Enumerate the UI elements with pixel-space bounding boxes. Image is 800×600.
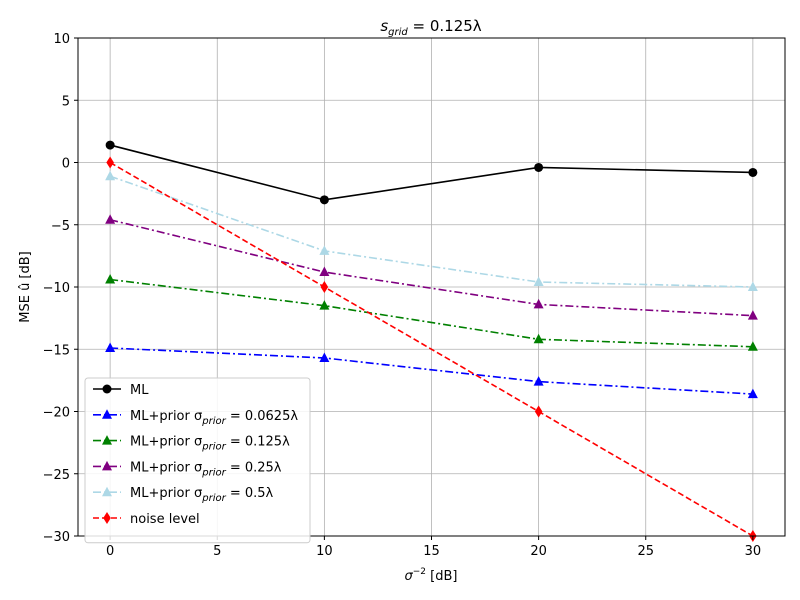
y-tick-label: 0 bbox=[62, 157, 70, 172]
series-line bbox=[109, 144, 753, 201]
data-point bbox=[747, 281, 758, 291]
x-tick-label: 25 bbox=[637, 544, 654, 559]
y-tick-label: −10 bbox=[43, 281, 70, 296]
ticks: 0 5 10 15 20 25 30 −30 −25 −20 −15 −10 −5 0 5 10 bbox=[43, 32, 762, 559]
y-tick-label: −30 bbox=[43, 530, 70, 545]
chart-title: sgrid = 0.125λ bbox=[380, 17, 481, 38]
legend-box bbox=[84, 377, 311, 544]
data-point bbox=[319, 300, 330, 310]
data-point bbox=[105, 170, 116, 181]
legend-marker bbox=[102, 460, 112, 471]
data-point bbox=[534, 162, 544, 172]
x-tick-label: 15 bbox=[423, 544, 440, 559]
data-point bbox=[105, 342, 116, 353]
legend-marker bbox=[102, 409, 112, 419]
series-4 bbox=[105, 170, 758, 291]
y-tick-label: −20 bbox=[43, 406, 70, 421]
legend-item: ML+prior σprior = 0.125λ bbox=[93, 435, 290, 453]
legend-item: ML+prior σprior = 0.25λ bbox=[93, 460, 282, 478]
data-point bbox=[319, 266, 330, 277]
y-tick-label: 10 bbox=[53, 32, 70, 47]
y-tick-label: −5 bbox=[51, 219, 70, 234]
series-line bbox=[109, 175, 753, 288]
data-point bbox=[533, 276, 544, 287]
x-tick-label: 20 bbox=[530, 544, 547, 559]
data-point bbox=[533, 298, 544, 309]
legend-marker bbox=[102, 384, 112, 394]
legend-marker bbox=[102, 435, 112, 445]
legend-marker bbox=[102, 486, 112, 497]
legend-label: ML+prior σprior = 0.0625λ bbox=[130, 409, 298, 427]
y-tick-label: −15 bbox=[43, 343, 70, 358]
legend-label: ML+prior σprior = 0.5λ bbox=[130, 486, 274, 504]
series-3 bbox=[105, 214, 758, 320]
legend-label: ML+prior σprior = 0.125λ bbox=[130, 435, 290, 453]
data-point bbox=[105, 140, 115, 150]
legend-label: ML+prior σprior = 0.25λ bbox=[130, 460, 282, 478]
x-tick-label: 5 bbox=[213, 544, 221, 559]
legend-item: ML+prior σprior = 0.5λ bbox=[93, 486, 274, 504]
data-point bbox=[319, 352, 330, 362]
data-point bbox=[533, 333, 544, 344]
legend-item: ML+prior σprior = 0.0625λ bbox=[93, 409, 298, 427]
legend-label: noise level bbox=[130, 512, 200, 527]
data-point bbox=[533, 376, 544, 386]
grid bbox=[78, 37, 785, 537]
series-layer bbox=[105, 140, 758, 542]
data-point bbox=[320, 281, 329, 293]
series-line bbox=[110, 347, 753, 395]
data-point bbox=[106, 156, 114, 169]
legend-item: ML bbox=[93, 383, 149, 398]
legend-label: ML bbox=[130, 383, 149, 398]
series-line bbox=[110, 278, 753, 348]
legend-item: noise level bbox=[93, 512, 200, 527]
data-point bbox=[105, 214, 116, 224]
series-line bbox=[109, 218, 753, 317]
y-tick-label: −25 bbox=[43, 468, 70, 483]
data-point bbox=[319, 245, 330, 255]
x-tick-label: 0 bbox=[106, 544, 114, 559]
series-0 bbox=[105, 140, 758, 205]
data-point bbox=[747, 310, 758, 320]
series-1 bbox=[105, 342, 758, 399]
x-axis-label: σ−2 [dB] bbox=[405, 567, 458, 584]
data-point bbox=[319, 195, 329, 205]
data-point bbox=[747, 341, 758, 351]
series-line bbox=[109, 161, 754, 537]
x-tick-label: 30 bbox=[745, 544, 762, 559]
x-tick-label: 10 bbox=[316, 544, 333, 559]
legend-marker bbox=[103, 512, 111, 524]
data-point bbox=[534, 405, 543, 418]
data-point bbox=[747, 388, 758, 399]
legend: ML ML+prior σprior = 0.0625λ ML+prior σpri… bbox=[84, 377, 311, 544]
data-point bbox=[105, 274, 116, 284]
y-axis-label: MSE û [dB] bbox=[18, 251, 33, 323]
data-point bbox=[748, 167, 758, 177]
y-tick-label: 5 bbox=[62, 94, 70, 109]
series-2 bbox=[105, 274, 758, 351]
